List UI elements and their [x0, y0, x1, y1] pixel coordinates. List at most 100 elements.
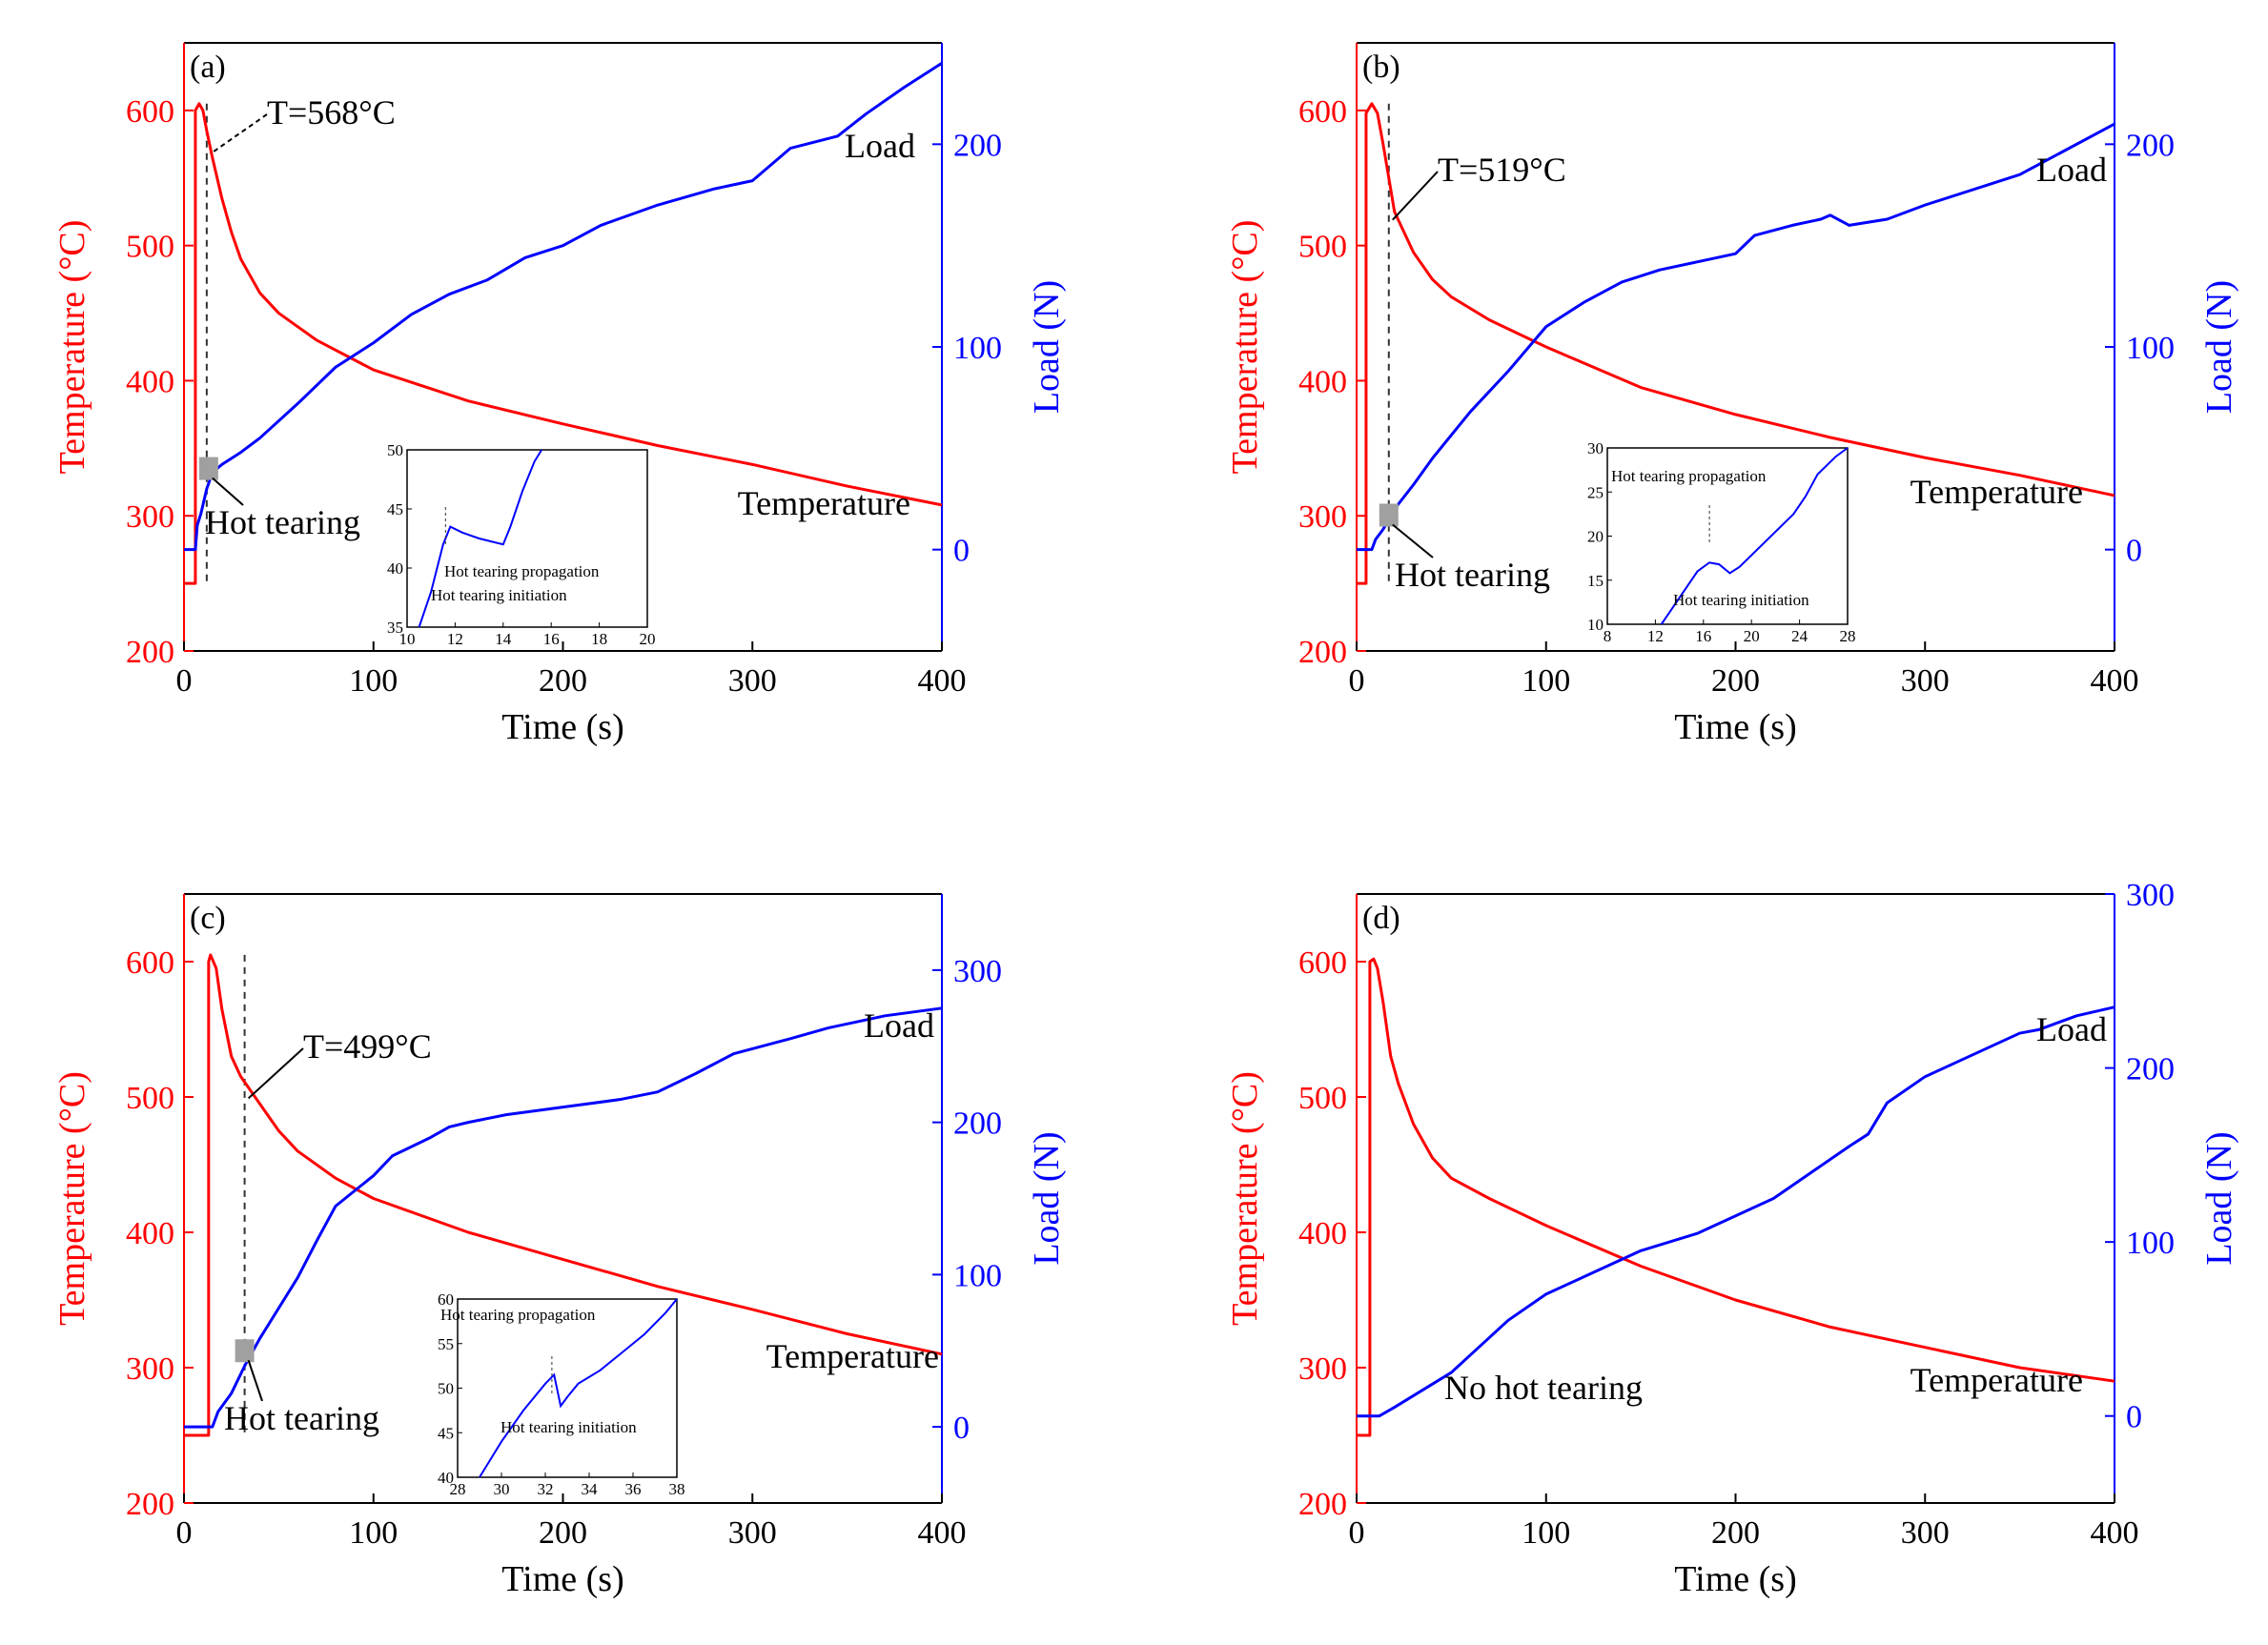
inset-x-tick-label: 34 [582, 1480, 599, 1498]
temperature-line [1357, 102, 2115, 585]
temperature-callout: T=568°C [267, 93, 396, 132]
y-left-tick-label: 600 [126, 94, 174, 130]
inset-x-tick-label: 30 [494, 1480, 510, 1498]
inset-y-tick-label: 40 [438, 1469, 454, 1487]
inset-x-tick-label: 12 [447, 630, 463, 648]
hot-tearing-marker [1379, 503, 1399, 527]
inset-x-tick-label: 16 [1695, 627, 1711, 645]
temperature-callout-arrow [247, 1047, 304, 1100]
y-right-axis-label: Load (N) [2199, 1131, 2239, 1265]
inset-initiation-label: Hot tearing initiation [1673, 591, 1809, 609]
load-line [1357, 1005, 2115, 1418]
hot-tearing-arrow [1392, 523, 1434, 558]
x-tick-label: 100 [349, 663, 398, 699]
inset-frame [1606, 447, 1849, 625]
temperature-callout: T=499°C [303, 1027, 432, 1066]
inset-x-tick-label: 20 [1744, 627, 1760, 645]
inset-load-line [479, 1298, 678, 1478]
inset-x-tick-label: 28 [1840, 627, 1856, 645]
y-right-tick-label: 300 [2126, 878, 2175, 913]
inset-propagation-label: Hot tearing propagation [440, 1306, 596, 1324]
inset-y-tick-label: 50 [438, 1380, 454, 1398]
inset-initiation-label: Hot tearing initiation [501, 1418, 637, 1436]
y-left-tick-label: 300 [1298, 499, 1347, 535]
x-axis-label: Time (s) [1674, 1559, 1796, 1599]
load-line [184, 62, 943, 552]
panel-label: (d) [1362, 901, 1400, 936]
y-left-tick-label: 200 [126, 1487, 174, 1522]
y-left-tick-label: 300 [126, 499, 174, 535]
y-right-tick-label: 0 [953, 1411, 970, 1446]
y-left-tick-label: 300 [126, 1351, 174, 1387]
y-right-tick-label: 200 [953, 1107, 1002, 1142]
x-tick-label: 300 [1901, 1515, 1950, 1551]
y-left-tick-label: 600 [1298, 945, 1347, 981]
y-left-tick-label: 400 [126, 364, 174, 399]
inset-x-tick-label: 20 [640, 630, 656, 648]
y-right-tick-label: 100 [2126, 331, 2175, 366]
x-tick-label: 100 [349, 1515, 398, 1551]
inset-x-tick-label: 16 [543, 630, 560, 648]
y-right-tick-label: 0 [2126, 1400, 2142, 1435]
inset-y-tick-label: 55 [438, 1335, 454, 1353]
y-right-tick-label: 100 [2126, 1226, 2175, 1261]
panel-d: 0 100 200 300 400 200 300 400 500 600 0 100 200 300 Ti… [1225, 878, 2239, 1599]
inset-load-line [418, 449, 542, 628]
x-tick-label: 300 [1901, 663, 1950, 699]
load-series-label: Load [864, 1006, 934, 1045]
y-left-tick-label: 200 [1298, 1487, 1347, 1522]
inset-y-tick-label: 15 [1587, 572, 1604, 590]
x-tick-label: 400 [918, 663, 967, 699]
inset-y-tick-label: 40 [387, 559, 403, 578]
x-tick-label: 200 [1711, 1515, 1760, 1551]
temperature-callout-arrow [210, 113, 268, 155]
panel-label: (a) [190, 50, 226, 85]
y-right-tick-label: 200 [2126, 128, 2175, 163]
x-tick-label: 200 [539, 663, 587, 699]
temperature-line [1357, 957, 2115, 1437]
y-right-tick-label: 100 [953, 1258, 1002, 1293]
y-right-tick-label: 0 [2126, 534, 2142, 569]
inset-chart: 8 12 16 20 24 28 10 15 20 25 30 Hot tearing initiat… [1587, 439, 1856, 645]
y-left-axis-label: Temperature (°C) [52, 220, 92, 475]
x-tick-label: 400 [918, 1515, 967, 1551]
x-tick-label: 100 [1522, 1515, 1570, 1551]
x-tick-label: 200 [539, 1515, 587, 1551]
inset-y-tick-label: 50 [387, 441, 403, 459]
y-left-tick-label: 500 [126, 1081, 174, 1116]
y-right-axis-label: Load (N) [1027, 280, 1067, 414]
y-left-tick-label: 300 [1298, 1351, 1347, 1387]
inset-x-tick-label: 18 [591, 630, 607, 648]
inset-chart: 28 30 32 34 36 38 40 45 50 55 60 Hot tearing initia… [438, 1290, 685, 1498]
y-right-axis-label: Load (N) [2199, 280, 2239, 414]
inset-propagation-label: Hot tearing propagation [444, 562, 600, 580]
temperature-line [184, 102, 943, 585]
y-left-tick-label: 500 [1298, 230, 1347, 265]
inset-x-tick-label: 38 [669, 1480, 685, 1498]
load-series-label: Load [845, 127, 915, 165]
inset-x-tick-label: 12 [1647, 627, 1664, 645]
y-left-tick-label: 400 [1298, 364, 1347, 399]
inset-x-tick-label: 32 [538, 1480, 554, 1498]
y-left-tick-label: 600 [126, 945, 174, 981]
y-left-tick-label: 200 [126, 635, 174, 670]
temperature-series-label: Temperature [738, 484, 910, 522]
temperature-line [184, 953, 943, 1437]
x-axis-label: Time (s) [501, 1559, 623, 1599]
inset-y-tick-label: 45 [387, 500, 403, 518]
inset-x-tick-label: 8 [1604, 627, 1612, 645]
x-tick-label: 200 [1711, 663, 1760, 699]
y-left-tick-label: 400 [1298, 1216, 1347, 1251]
inset-x-tick-label: 36 [625, 1480, 642, 1498]
no-hot-tearing-label: No hot tearing [1444, 1369, 1643, 1407]
inset-x-tick-label: 10 [399, 630, 416, 648]
hot-tearing-label: Hot tearing [224, 1399, 379, 1437]
y-left-axis-label: Temperature (°C) [52, 1071, 92, 1326]
y-right-tick-label: 200 [953, 128, 1002, 163]
inset-y-tick-label: 45 [438, 1424, 454, 1442]
inset-y-tick-label: 35 [387, 619, 403, 637]
panel-c: 0 100 200 300 400 200 300 400 500 600 0 100 200 300 Ti… [52, 893, 1067, 1599]
inset-y-tick-label: 25 [1587, 483, 1604, 501]
panel-label: (b) [1362, 50, 1400, 85]
inset-y-tick-label: 60 [438, 1290, 454, 1309]
